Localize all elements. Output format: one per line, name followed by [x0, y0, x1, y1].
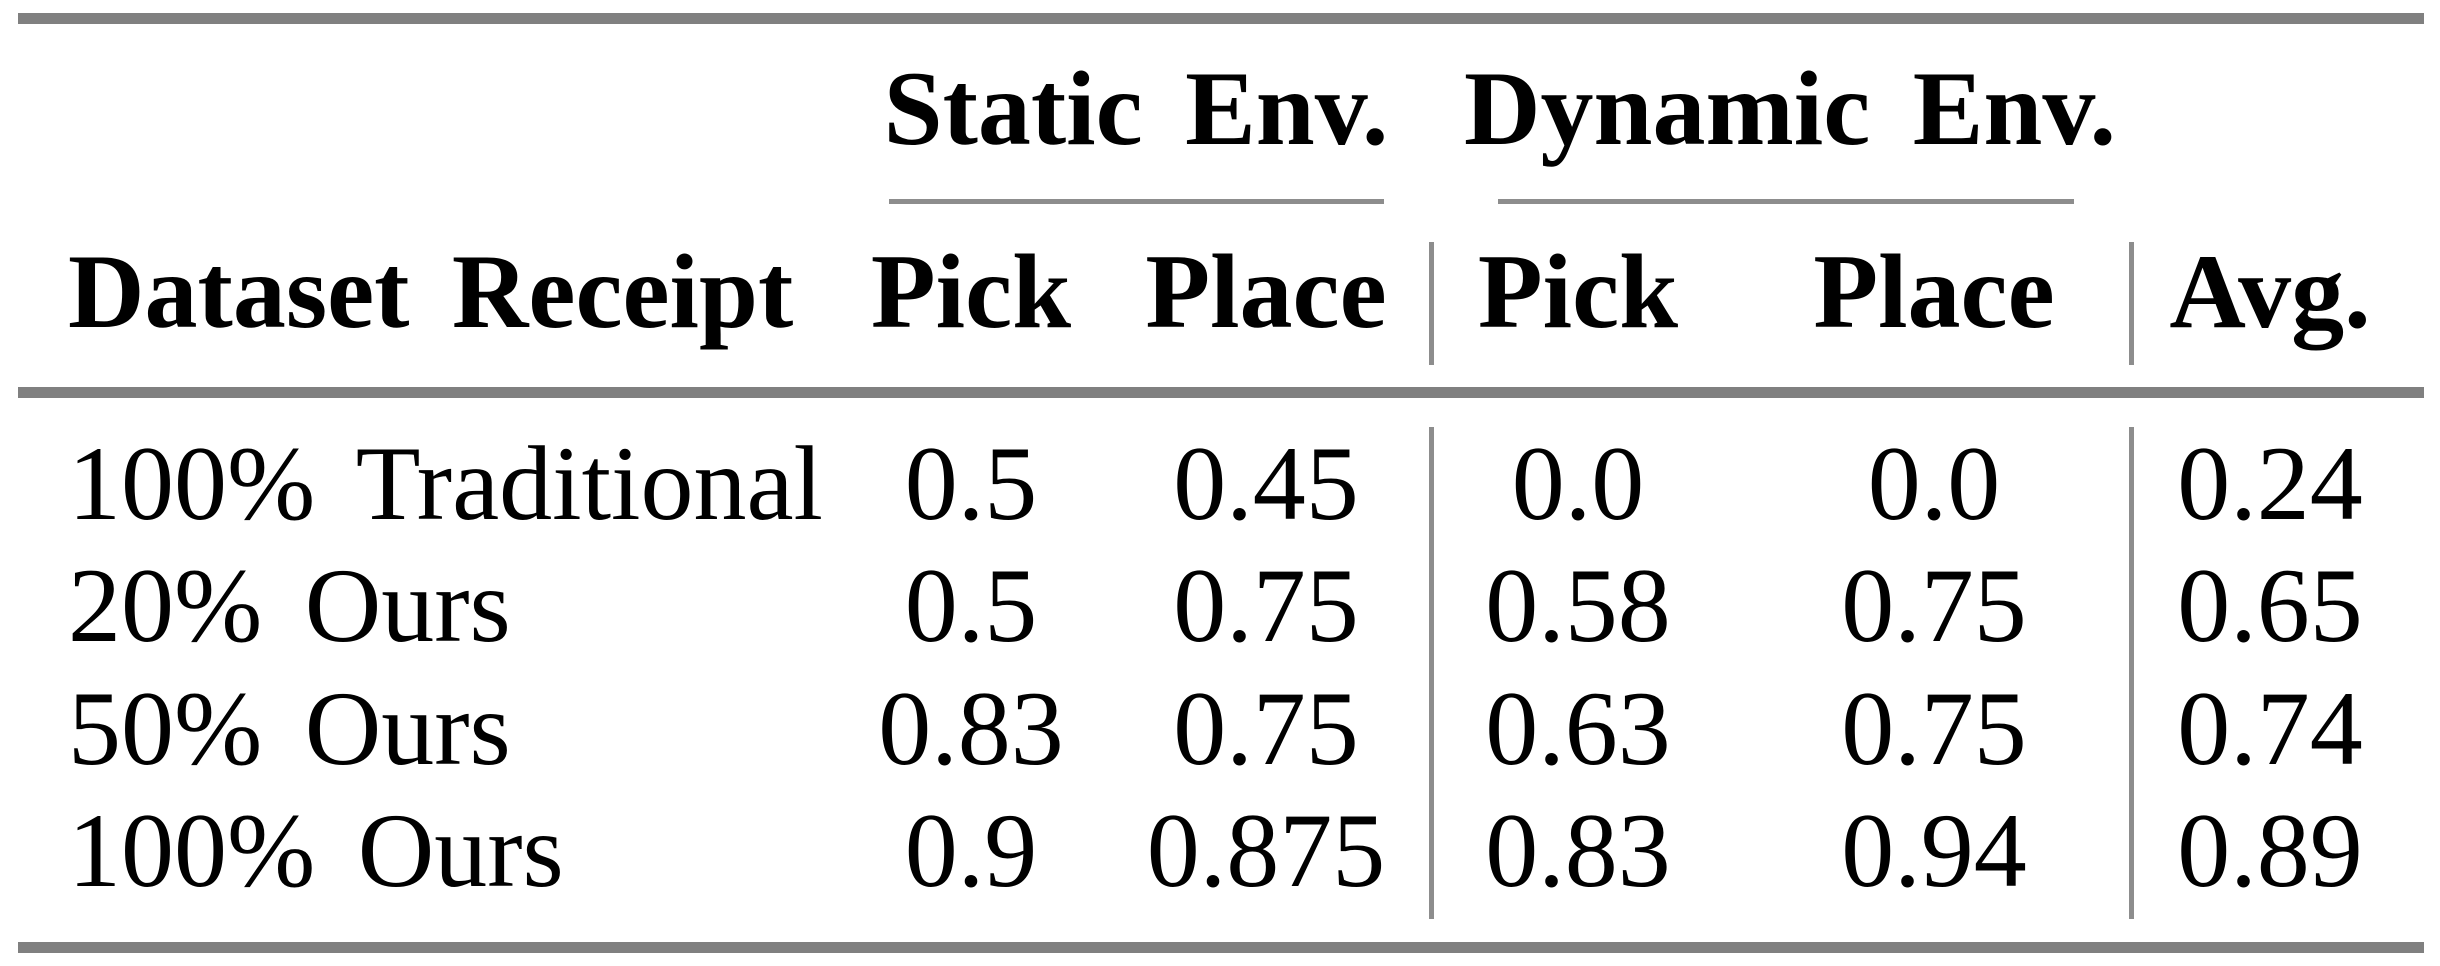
value-cell: 0.83	[878, 670, 1064, 787]
value-cell: 0.83	[1485, 792, 1671, 909]
group-header-static-env: Static Env.	[883, 50, 1389, 167]
value-cell: 0.875	[1146, 792, 1386, 909]
value-cell: 0.75	[1841, 547, 2027, 664]
value-cell: 0.75	[1173, 670, 1359, 787]
static-env-underline	[889, 199, 1384, 204]
header-cell-avg: Avg.	[2169, 233, 2371, 350]
value-cell: 0.63	[1485, 670, 1671, 787]
column-divider	[2129, 427, 2134, 919]
column-divider	[2129, 242, 2134, 365]
header-cell-static-place: Place	[1145, 233, 1387, 350]
row-label: 50% Ours	[68, 670, 511, 787]
value-cell: 0.24	[2177, 425, 2363, 542]
value-cell: 0.0	[1867, 425, 2001, 542]
value-cell: 0.5	[904, 547, 1038, 664]
value-cell: 0.58	[1485, 547, 1671, 664]
header-cell-static-pick: Pick	[870, 233, 1072, 350]
header-cell-dynamic-place: Place	[1813, 233, 2055, 350]
row-label: 100% Ours	[68, 792, 564, 909]
value-cell: 0.75	[1173, 547, 1359, 664]
bottom-rule	[18, 942, 2424, 953]
top-rule	[18, 13, 2424, 24]
value-cell: 0.94	[1841, 792, 2027, 909]
row-label: 100% Traditional	[68, 425, 824, 542]
header-separator-rule	[18, 387, 2424, 398]
value-cell: 0.74	[2177, 670, 2363, 787]
column-divider	[1429, 242, 1434, 365]
value-cell: 0.45	[1173, 425, 1359, 542]
dynamic-env-underline	[1498, 199, 2074, 204]
value-cell: 0.65	[2177, 547, 2363, 664]
value-cell: 0.5	[904, 425, 1038, 542]
header-cell-dynamic-pick: Pick	[1477, 233, 1679, 350]
value-cell: 0.9	[904, 792, 1038, 909]
row-label: 20% Ours	[68, 547, 511, 664]
value-cell: 0.0	[1511, 425, 1645, 542]
value-cell: 0.75	[1841, 670, 2027, 787]
header-cell-dataset-receipt: Dataset Receipt	[68, 233, 794, 350]
column-divider	[1429, 427, 1434, 919]
value-cell: 0.89	[2177, 792, 2363, 909]
group-header-dynamic-env: Dynamic Env.	[1463, 50, 2117, 167]
